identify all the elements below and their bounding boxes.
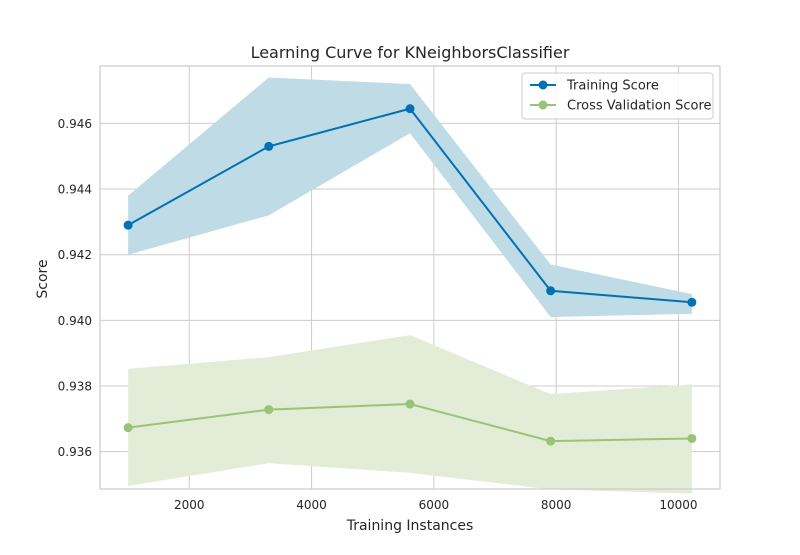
cross-validation-score-band (128, 335, 692, 494)
x-tick-label: 4000 (296, 498, 327, 512)
legend-marker-dot (538, 80, 548, 90)
y-tick-label: 0.944 (58, 183, 92, 197)
x-tick-label: 2000 (174, 498, 205, 512)
series-points (123, 104, 697, 446)
training-score-point (123, 220, 133, 230)
confidence-bands (128, 77, 692, 494)
x-tick-label: 6000 (419, 498, 450, 512)
x-tick-label: 10000 (659, 498, 697, 512)
legend-marker-dot (538, 100, 548, 110)
legend-box (521, 72, 714, 120)
cross-validation-score-point (123, 423, 133, 433)
cross-validation-score-point (546, 436, 556, 446)
x-tick-labels: 2000 4000 6000 8000 10000 (174, 498, 698, 512)
chart-title: Learning Curve for KNeighborsClassifier (251, 43, 570, 62)
y-tick-label: 0.942 (58, 248, 92, 262)
y-axis-label: Score (35, 259, 51, 298)
cross-validation-score-point (405, 399, 415, 409)
x-axis-label: Training Instances (346, 518, 474, 534)
cross-validation-score-point (264, 405, 274, 415)
y-tick-label: 0.936 (58, 445, 92, 459)
legend-label-cross-validation-score: Cross Validation Score (567, 99, 712, 114)
training-score-point (546, 286, 556, 296)
plot-frame (99, 65, 721, 490)
legend: Training Score Cross Validation Score (521, 72, 714, 120)
y-tick-labels: 0.936 0.938 0.940 0.942 0.944 0.946 (58, 117, 92, 459)
training-score-point (687, 297, 697, 307)
training-score-band (128, 77, 692, 318)
x-tick-label: 8000 (541, 498, 572, 512)
y-tick-label: 0.940 (58, 314, 92, 328)
legend-label-training-score: Training Score (566, 79, 659, 94)
y-tick-label: 0.938 (58, 379, 92, 393)
training-score-point (264, 141, 274, 151)
cross-validation-score-point (687, 433, 697, 443)
y-tick-label: 0.946 (58, 117, 92, 131)
training-score-point (405, 104, 415, 114)
